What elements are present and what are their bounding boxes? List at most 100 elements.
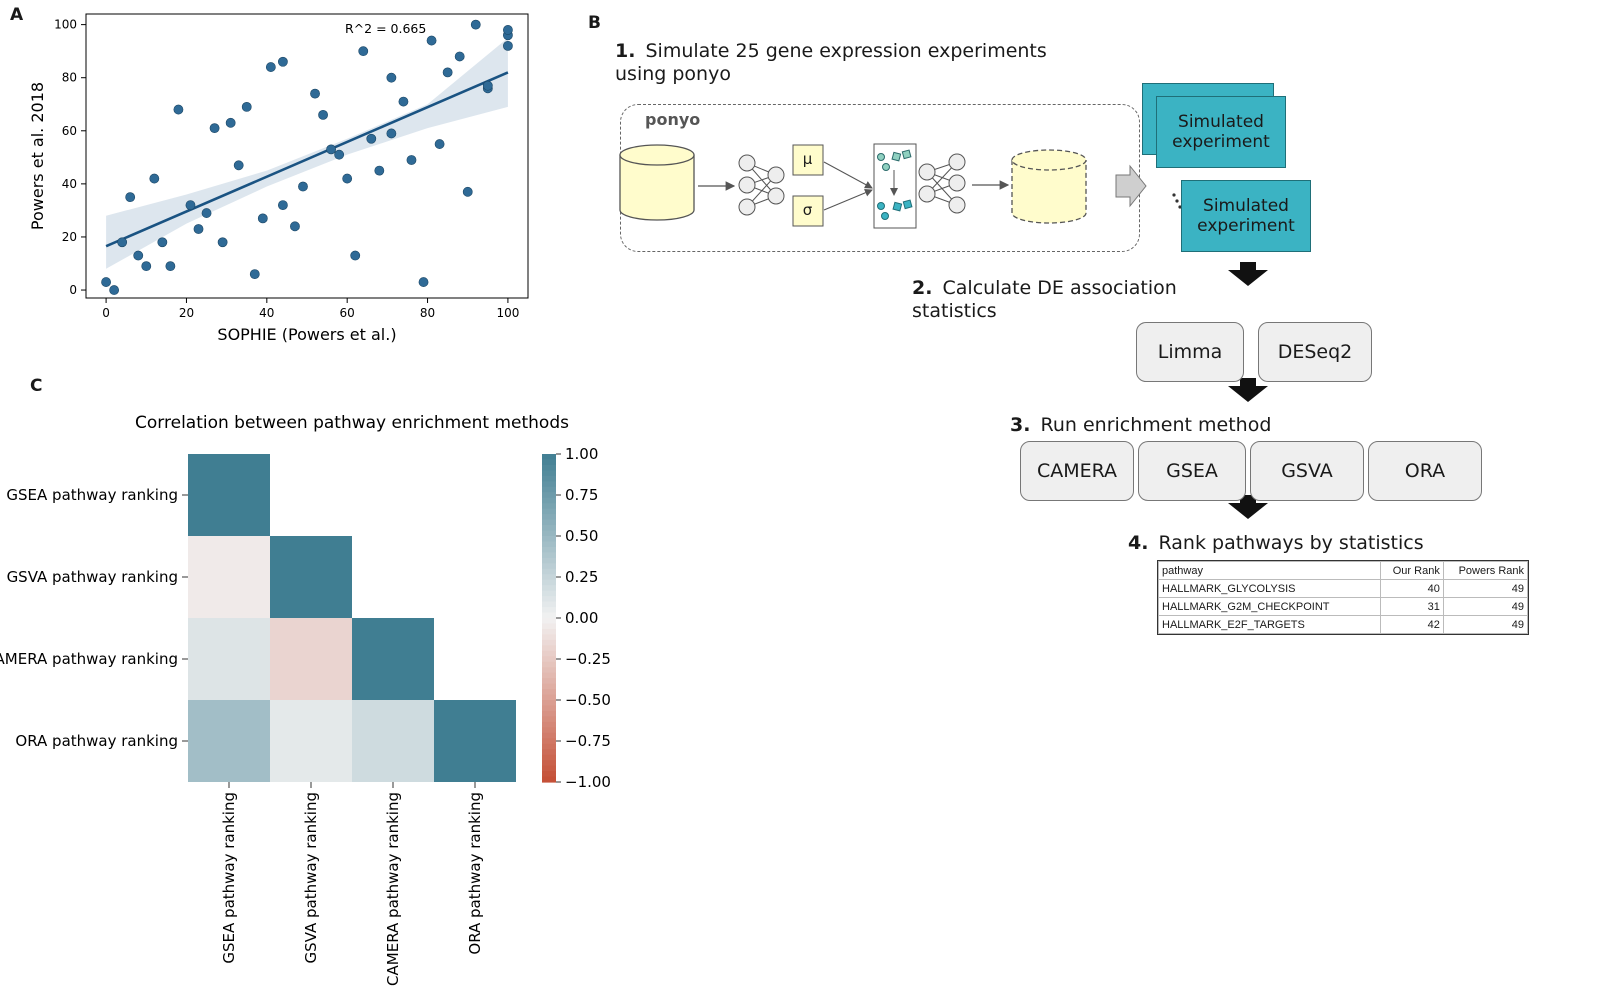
colorbar-tick-label: −0.25 xyxy=(565,650,611,668)
heatmap-cell xyxy=(188,454,270,536)
decoder-network-icon xyxy=(918,153,966,214)
colorbar-segment xyxy=(542,525,556,532)
data-point xyxy=(117,237,128,248)
data-point xyxy=(277,200,288,211)
down-arrow-icon xyxy=(1228,378,1268,402)
colorbar-segment xyxy=(542,481,556,488)
table-cell: 49 xyxy=(1442,579,1529,598)
panel-c: C Correlation between pathway enrichment… xyxy=(0,376,640,990)
colorbar-segment xyxy=(542,492,556,499)
step-3-title: 3. Run enrichment method xyxy=(1010,414,1271,437)
colorbar-tick-label: −0.50 xyxy=(565,691,611,709)
data-point xyxy=(434,139,445,149)
panel-label-c: C xyxy=(30,376,43,396)
colorbar-segment xyxy=(542,705,556,712)
colorbar-segment xyxy=(542,464,556,471)
data-point xyxy=(426,35,437,46)
colorbar-segment xyxy=(542,678,556,685)
method-deseq2: DESeq2 xyxy=(1258,322,1372,382)
panel-a: A 0 20 40 60 80 100 0 20 40 60 80 100 SOPHIE (Powers… xyxy=(0,0,560,360)
step-1-title: 1. Simulate 25 gene expression experimen… xyxy=(615,40,1047,86)
data-point xyxy=(374,165,385,176)
step-4-number: 4. xyxy=(1128,532,1149,554)
colorbar-tick-label: 1.00 xyxy=(565,445,598,463)
data-point xyxy=(193,224,204,234)
rank-table: pathway Our Rank Powers Rank HALLMARK_GL… xyxy=(1157,560,1529,635)
sim-card2-line2: experiment xyxy=(1197,216,1295,236)
table-cell: HALLMARK_E2F_TARGETS xyxy=(1158,615,1381,634)
colorbar-segment xyxy=(542,552,556,559)
colorbar-segment xyxy=(542,541,556,548)
table-cell: HALLMARK_GLYCOLYSIS xyxy=(1158,579,1381,598)
data-point xyxy=(470,19,481,30)
x-tick-label: 0 xyxy=(102,306,110,320)
data-point xyxy=(334,149,345,160)
colorbar-segment xyxy=(542,557,556,564)
down-arrow-icon xyxy=(1228,262,1268,286)
colorbar-segment xyxy=(542,639,556,646)
scatter-chart: 0 20 40 60 80 100 0 20 40 60 80 100 SOPHIE (Powers e… xyxy=(28,13,529,344)
data-point xyxy=(358,46,369,57)
colorbar-segment xyxy=(542,612,556,619)
sim-card-line2: experiment xyxy=(1172,132,1270,152)
colorbar-segment xyxy=(542,607,556,614)
colorbar-segment xyxy=(542,475,556,482)
colorbar-segment xyxy=(542,645,556,652)
table-row: HALLMARK_E2F_TARGETS 42 49 xyxy=(1158,615,1529,634)
data-point xyxy=(386,128,397,139)
data-point xyxy=(406,155,417,165)
method-gsea: GSEA xyxy=(1138,441,1246,501)
table-row: HALLMARK_G2M_CHECKPOINT 31 49 xyxy=(1158,597,1529,616)
y-tick-label: 40 xyxy=(62,177,77,191)
plot-frame xyxy=(85,13,529,299)
data-point xyxy=(109,285,120,295)
colorbar-segment xyxy=(542,765,556,772)
step-2-number: 2. xyxy=(912,277,933,299)
step-3-text: Run enrichment method xyxy=(1040,414,1272,436)
heatmap-title: Correlation between pathway enrichment m… xyxy=(135,413,569,433)
colorbar-segment xyxy=(542,776,556,783)
colorbar-segment xyxy=(542,579,556,586)
data-point xyxy=(173,104,184,115)
method-camera: CAMERA xyxy=(1020,441,1134,501)
column-label: ORA pathway ranking xyxy=(466,792,484,955)
x-tick-label: 60 xyxy=(340,306,355,320)
step-2-line1: Calculate DE association xyxy=(942,277,1177,299)
output-database-icon xyxy=(1011,149,1087,224)
data-point xyxy=(141,261,152,272)
colorbar-segment xyxy=(542,743,556,750)
column-header-our-rank: Our Rank xyxy=(1380,561,1444,580)
y-tick-label: 0 xyxy=(69,283,77,297)
y-axis-label: Powers et al. 2018 xyxy=(28,82,47,230)
data-point xyxy=(209,123,220,134)
x-tick-label: 80 xyxy=(420,306,435,320)
colorbar-segment xyxy=(542,503,556,510)
panel-label-a: A xyxy=(10,5,24,25)
step-1-number: 1. xyxy=(615,40,636,62)
x-tick-label: 40 xyxy=(259,306,274,320)
colorbar-segment xyxy=(542,497,556,504)
colorbar-segment xyxy=(542,514,556,521)
data-point xyxy=(366,133,377,144)
table-cell: 31 xyxy=(1380,597,1444,616)
colorbar-segment xyxy=(542,618,556,625)
colorbar-tick-label: 0.75 xyxy=(565,486,598,504)
rank-table-header: pathway Our Rank Powers Rank xyxy=(1158,561,1529,580)
colorbar-tick-label: 0.00 xyxy=(565,609,598,627)
data-point xyxy=(241,101,252,112)
data-point xyxy=(298,181,308,192)
colorbar-segment xyxy=(542,634,556,641)
row-label: ORA pathway ranking xyxy=(15,732,178,750)
y-tick-label: 60 xyxy=(62,124,77,138)
heatmap-cell xyxy=(270,618,352,700)
sigma-label: σ xyxy=(802,201,813,219)
table-cell: 42 xyxy=(1380,615,1444,634)
colorbar-tick-label: −1.00 xyxy=(565,773,611,791)
data-point xyxy=(454,51,465,62)
column-header-pathway: pathway xyxy=(1158,561,1381,580)
colorbar-segment xyxy=(542,508,556,515)
colorbar-tick-label: −0.75 xyxy=(565,732,611,750)
data-point xyxy=(318,109,328,120)
table-row: HALLMARK_GLYCOLYSIS 40 49 xyxy=(1158,579,1529,598)
data-point xyxy=(342,173,353,184)
